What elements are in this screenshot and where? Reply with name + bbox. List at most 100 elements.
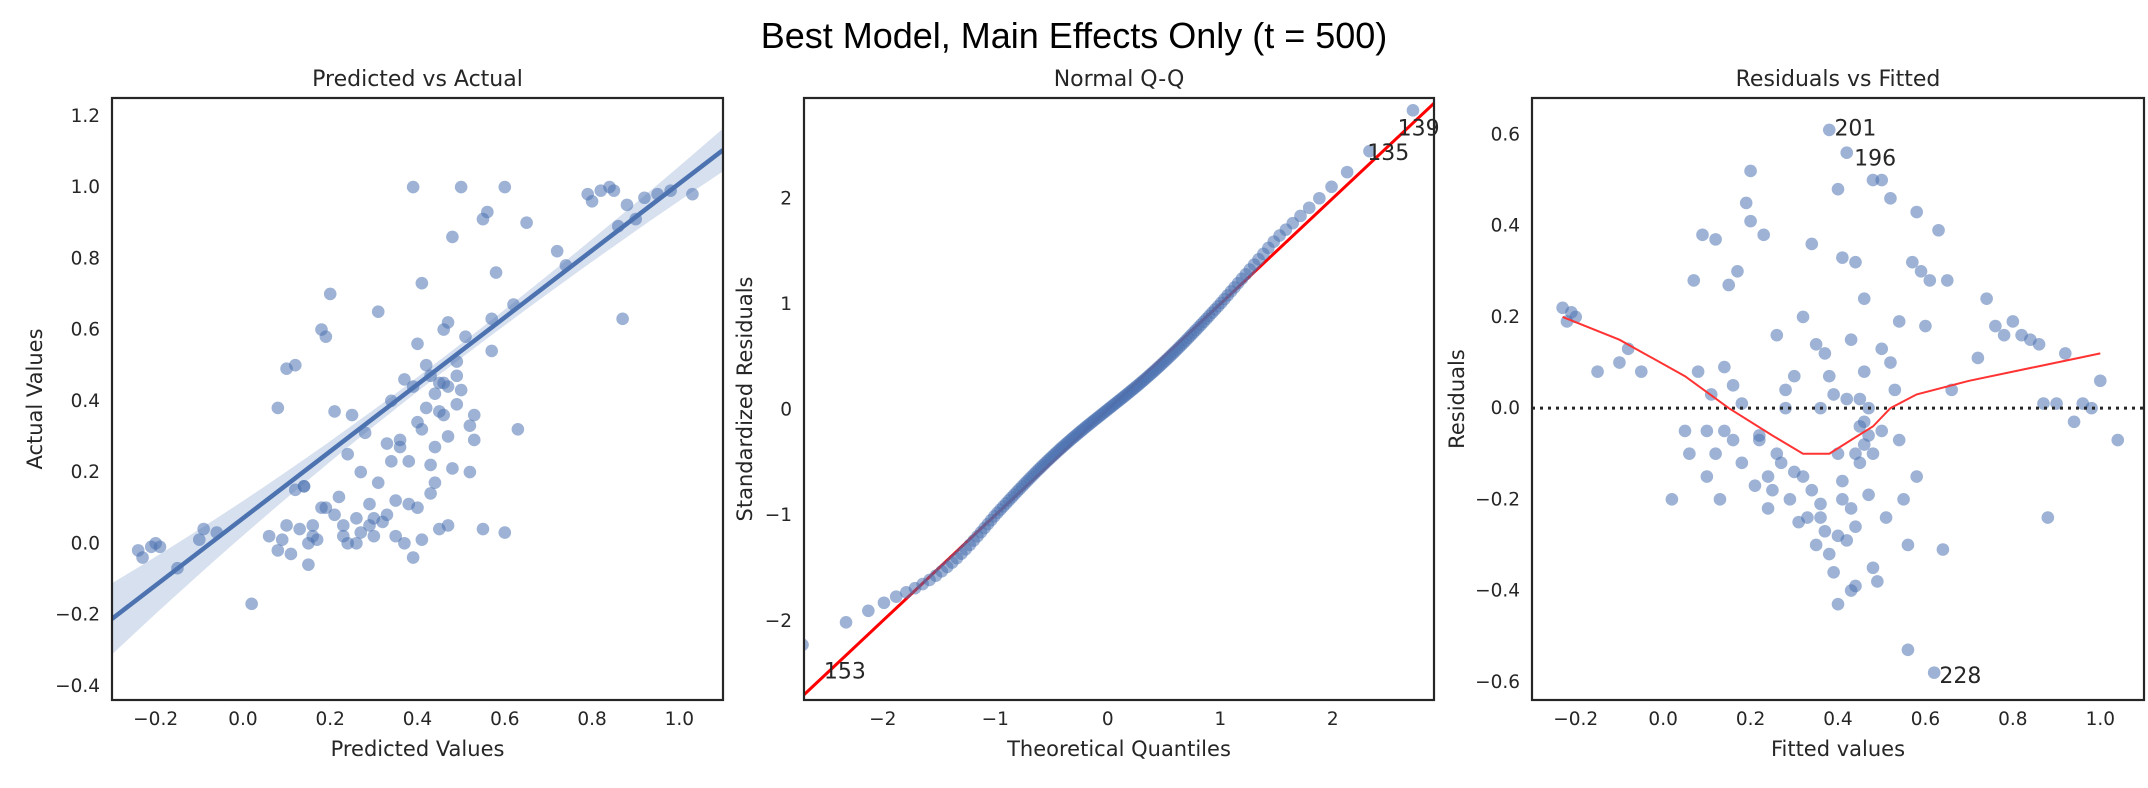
residual-point (1888, 383, 1902, 397)
data-point (293, 522, 306, 536)
data-point (136, 551, 149, 564)
qq-point (1406, 104, 1420, 117)
predicted-vs-actual-title: Predicted vs Actual (312, 67, 523, 92)
qq-ytick-label: 0 (780, 400, 792, 421)
data-point (550, 244, 564, 258)
qq-xtick-label: 0 (1102, 709, 1114, 730)
data-point (638, 191, 651, 205)
qq-point (839, 616, 853, 629)
residual-point (1980, 292, 1993, 305)
data-point (319, 330, 333, 343)
data-point (192, 533, 206, 547)
residual-point (2059, 347, 2072, 360)
data-point (419, 401, 433, 415)
data-point (520, 216, 533, 229)
predicted-vs-actual-xlabel: Predicted Values (331, 737, 505, 761)
data-point (415, 533, 429, 547)
data-point (302, 558, 315, 571)
data-point (289, 358, 302, 372)
residual-point (1836, 493, 1849, 506)
resid-fitted-xtick-label: 0.0 (1648, 709, 1677, 730)
data-point (197, 522, 210, 536)
residual-point (1761, 502, 1775, 515)
pred-actual-ytick-label: 1.0 (71, 177, 100, 198)
pred-actual-xtick-label: −0.2 (133, 709, 178, 730)
predicted-vs-actual-panel: Predicted vs Actual −0.2 0.0 0.2 0.4 0.6 0.8 1… (23, 67, 725, 761)
data-point (380, 508, 394, 522)
residual-point (1687, 274, 1701, 287)
qq-point (1340, 165, 1354, 179)
data-point (607, 184, 621, 197)
data-point (411, 501, 424, 514)
residual-point (1753, 433, 1766, 447)
residual-point (1866, 561, 1880, 575)
data-point (262, 529, 276, 543)
data-point (328, 405, 341, 418)
residual-point (1726, 433, 1740, 447)
predicted-vs-actual-axes-frame (110, 96, 725, 702)
residual-point (1831, 182, 1845, 196)
residual-outlier-label: 196 (1854, 146, 1896, 171)
residual-point (1809, 337, 1823, 351)
residual-point (1770, 328, 1784, 342)
pred-actual-xtick-label: 0.2 (316, 709, 345, 730)
data-point (428, 387, 442, 400)
residual-point (1827, 566, 1840, 579)
residual-point (2111, 433, 2125, 447)
residual-point (1783, 493, 1797, 506)
data-point (428, 476, 442, 490)
qq-ytick-label: −1 (765, 505, 792, 526)
resid-fitted-xtick-label: 0.6 (1911, 709, 1940, 730)
data-point (454, 180, 468, 194)
pred-actual-ytick-label: 0.0 (71, 533, 100, 554)
data-point (393, 440, 407, 454)
data-point (345, 408, 359, 422)
residual-point (1879, 511, 1893, 524)
data-point (323, 287, 337, 301)
residual-point (1787, 369, 1801, 383)
residual-point (1884, 356, 1897, 369)
residual-point (1696, 228, 1709, 242)
pred-actual-xtick-label: 0.4 (403, 709, 432, 730)
data-point (411, 337, 424, 351)
data-point (350, 512, 363, 525)
qq-ytick-label: −2 (765, 611, 792, 632)
data-point (350, 536, 363, 550)
residual-point (1709, 447, 1722, 461)
normal-qq-title: Normal Q-Q (1054, 67, 1185, 92)
data-point (489, 266, 503, 279)
pred-actual-xtick-label: 0.8 (577, 709, 606, 730)
data-point (419, 358, 433, 372)
data-point (354, 465, 368, 479)
residual-point (1892, 315, 1906, 328)
residuals-vs-fitted-title: Residuals vs Fitted (1736, 67, 1941, 92)
residual-point (1796, 470, 1810, 483)
residual-point (1735, 456, 1749, 470)
resid-fitted-xtick-label: 0.4 (1823, 709, 1852, 730)
data-point (363, 497, 376, 511)
residual-point (1910, 470, 1923, 483)
data-point (485, 344, 498, 358)
residual-point (1919, 319, 1932, 333)
residual-point (1840, 392, 1854, 406)
data-point (271, 544, 285, 557)
qq-point (1363, 144, 1376, 158)
residual-point (1779, 401, 1792, 415)
resid-fitted-ytick-label: 0.6 (1491, 124, 1520, 145)
residual-point (1989, 319, 2002, 333)
residual-point (1971, 351, 1985, 365)
qq-point (1294, 209, 1307, 223)
data-point (616, 312, 629, 326)
residual-point (1683, 447, 1696, 461)
data-point (402, 455, 416, 468)
data-point (306, 519, 320, 532)
resid-fitted-xtick-label: 1.0 (2086, 709, 2115, 730)
qq-point (1325, 180, 1338, 194)
data-point (467, 408, 481, 422)
residual-point (1744, 214, 1757, 228)
residual-point (1809, 538, 1823, 552)
qq-ytick-label: 1 (780, 294, 792, 315)
residual-point (1709, 233, 1722, 246)
